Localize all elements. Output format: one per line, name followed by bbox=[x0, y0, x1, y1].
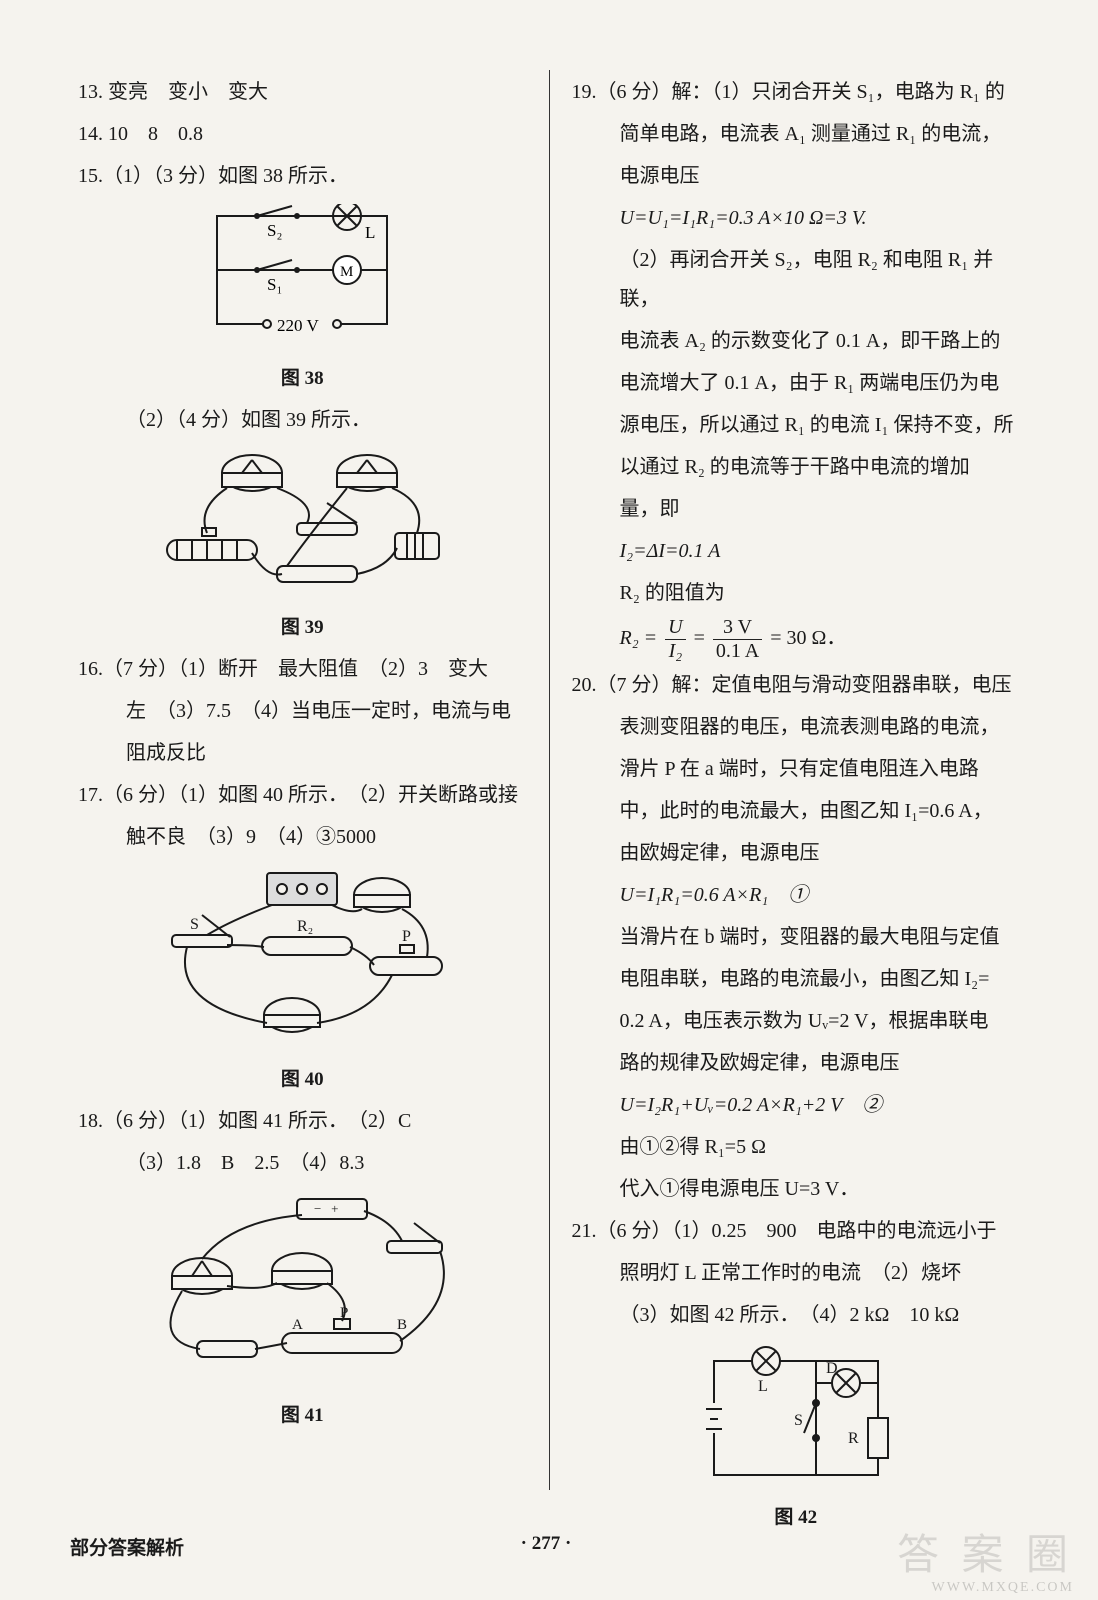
svg-text:R₂: R₂ bbox=[297, 918, 313, 935]
svg-text:L: L bbox=[758, 1378, 768, 1395]
column-divider bbox=[549, 70, 550, 1490]
page: 13. 变亮 变小 变大 14. 10 8 0.8 15.（1）（3 分）如图 … bbox=[0, 0, 1098, 1600]
answer-15-2: （2）（4 分）如图 39 所示． bbox=[78, 401, 527, 440]
a19-7: 电流增大了 0.1 A，由于 R₁ 两端电压仍为电 bbox=[572, 364, 1021, 403]
circuit-38-svg: S₂ L S₁ M bbox=[197, 204, 407, 354]
a19-9: 以通过 R₂ 的电流等于干路中电流的增加 bbox=[572, 448, 1021, 487]
svg-text:P: P bbox=[402, 928, 411, 945]
a20-9: 0.2 A，电压表示数为 Uᵥ=2 V，根据串联电 bbox=[572, 1002, 1021, 1041]
a19-1: 19.（6 分）解：（1）只闭合开关 S₁，电路为 R₁ 的 bbox=[572, 73, 1021, 112]
watermark: 答 案 圈 bbox=[897, 1521, 1074, 1582]
answer-18-a: 18.（6 分）（1）如图 41 所示． （2）C bbox=[78, 1102, 527, 1141]
figure-39-caption: 图 39 bbox=[281, 609, 324, 646]
a19-10: 量，即 bbox=[572, 490, 1021, 529]
footer-left: 部分答案解析 bbox=[70, 1533, 184, 1560]
frac-2-den: 0.1 A bbox=[713, 640, 762, 663]
a20-10: 路的规律及欧姆定律，电源电压 bbox=[572, 1044, 1021, 1083]
a21-2: 照明灯 L 正常工作时的电流 （2）烧坏 bbox=[572, 1254, 1021, 1293]
left-column: 13. 变亮 变小 变大 14. 10 8 0.8 15.（1）（3 分）如图 … bbox=[60, 70, 545, 1490]
frac-1: U I₂ bbox=[665, 616, 685, 663]
figure-42: L D S R bbox=[572, 1343, 1021, 1536]
circuit-41-svg: − + A P B bbox=[142, 1191, 462, 1391]
a20-11: U=I₂R₁+Uᵥ=0.2 A×R₁+2 V ② bbox=[572, 1086, 1021, 1125]
a19-11: I₂=ΔI=0.1 A bbox=[572, 532, 1021, 571]
right-column: 19.（6 分）解：（1）只闭合开关 S₁，电路为 R₁ 的 简单电路，电流表 … bbox=[554, 70, 1039, 1490]
svg-text:B: B bbox=[397, 1317, 407, 1333]
label-l: L bbox=[365, 223, 375, 242]
label-220v: 220 V bbox=[277, 316, 319, 335]
a20-7: 当滑片在 b 端时，变阻器的最大电阻与定值 bbox=[572, 918, 1021, 957]
svg-text:D: D bbox=[826, 1360, 838, 1377]
a20-3: 滑片 P 在 a 端时，只有定值电阻连入电路 bbox=[572, 750, 1021, 789]
figure-40-caption: 图 40 bbox=[281, 1061, 324, 1098]
frac-lhs: R₂ = bbox=[620, 627, 658, 649]
a20-4: 中，此时的电流最大，由图乙知 I₁=0.6 A， bbox=[572, 792, 1021, 831]
figure-41-caption: 图 41 bbox=[281, 1397, 324, 1434]
label-m: M bbox=[340, 264, 353, 280]
a21-3: （3）如图 42 所示． （4）2 kΩ 10 kΩ bbox=[572, 1296, 1021, 1335]
a19-4: U=U₁=I₁R₁=0.3 A×10 Ω=3 V. bbox=[572, 199, 1021, 238]
a20-6: U=I₁R₁=0.6 A×R₁ ① bbox=[572, 876, 1021, 915]
a19-3: 电源电压 bbox=[572, 157, 1021, 196]
answer-17-a: 17.（6 分）（1）如图 40 所示． （2）开关断路或接 bbox=[78, 776, 527, 815]
figure-40: S R₂ P bbox=[78, 865, 527, 1098]
frac-1-den: I₂ bbox=[665, 640, 685, 663]
label-s1: S₁ bbox=[267, 275, 282, 294]
a20-13: 代入①得电源电压 U=3 V． bbox=[572, 1170, 1021, 1209]
figure-42-caption: 图 42 bbox=[774, 1499, 817, 1536]
a20-8: 电阻串联，电路的电流最小，由图乙知 I₂= bbox=[572, 960, 1021, 999]
page-number: · 277 · bbox=[521, 1533, 572, 1560]
answer-14: 14. 10 8 0.8 bbox=[78, 115, 527, 154]
svg-text:S: S bbox=[190, 916, 199, 933]
circuit-42-svg: L D S R bbox=[696, 1343, 896, 1493]
circuit-39-svg bbox=[157, 448, 447, 603]
a20-5: 由欧姆定律，电源电压 bbox=[572, 834, 1021, 873]
answer-15-1: 15.（1）（3 分）如图 38 所示． bbox=[78, 157, 527, 196]
answer-16-c: 阻成反比 bbox=[78, 734, 527, 773]
answer-17-b: 触不良 （3）9 （4）③5000 bbox=[78, 818, 527, 857]
svg-text:S: S bbox=[794, 1412, 803, 1429]
a20-2: 表测变阻器的电压，电流表测电路的电流， bbox=[572, 708, 1021, 747]
two-column-layout: 13. 变亮 变小 变大 14. 10 8 0.8 15.（1）（3 分）如图 … bbox=[60, 70, 1038, 1490]
answer-18-b: （3）1.8 B 2.5 （4）8.3 bbox=[78, 1144, 527, 1183]
a19-6: 电流表 A₂ 的示数变化了 0.1 A，即干路上的 bbox=[572, 322, 1021, 361]
a19-2: 简单电路，电流表 A₁ 测量通过 R₁ 的电流， bbox=[572, 115, 1021, 154]
a19-8: 源电压，所以通过 R₁ 的电流 I₁ 保持不变，所 bbox=[572, 406, 1021, 445]
svg-text:R: R bbox=[848, 1430, 859, 1447]
frac-2-num: 3 V bbox=[713, 616, 762, 640]
figure-38: S₂ L S₁ M bbox=[78, 204, 527, 397]
figure-38-caption: 图 38 bbox=[281, 360, 324, 397]
circuit-40-svg: S R₂ P bbox=[152, 865, 452, 1055]
answer-16-a: 16.（7 分）（1）断开 最大阻值 （2）3 变大 bbox=[78, 650, 527, 689]
a19-5: （2）再闭合开关 S₂，电阻 R₂ 和电阻 R₁ 并联， bbox=[572, 241, 1021, 319]
figure-41: − + A P B bbox=[78, 1191, 527, 1434]
page-footer: 部分答案解析 · 277 · bbox=[70, 1533, 1028, 1560]
a20-1: 20.（7 分）解：定值电阻与滑动变阻器串联，电压 bbox=[572, 666, 1021, 705]
a19-frac: R₂ = U I₂ = 3 V 0.1 A = 30 Ω． bbox=[572, 616, 1021, 663]
label-s2: S₂ bbox=[267, 221, 282, 240]
frac-1-num: U bbox=[665, 616, 685, 640]
svg-text:A: A bbox=[292, 1317, 303, 1333]
svg-text:− +: − + bbox=[314, 1201, 338, 1216]
a19-12: R₂ 的阻值为 bbox=[572, 574, 1021, 613]
watermark-url: WWW.MXQE.COM bbox=[932, 1580, 1074, 1596]
a20-12: 由①②得 R₁=5 Ω bbox=[572, 1128, 1021, 1167]
a21-1: 21.（6 分）（1）0.25 900 电路中的电流远小于 bbox=[572, 1212, 1021, 1251]
answer-13: 13. 变亮 变小 变大 bbox=[78, 73, 527, 112]
frac-2: 3 V 0.1 A bbox=[713, 616, 762, 663]
answer-16-b: 左 （3）7.5 （4）当电压一定时，电流与电 bbox=[78, 692, 527, 731]
frac-rhs: = 30 Ω． bbox=[770, 627, 846, 649]
figure-39: 图 39 bbox=[78, 448, 527, 646]
